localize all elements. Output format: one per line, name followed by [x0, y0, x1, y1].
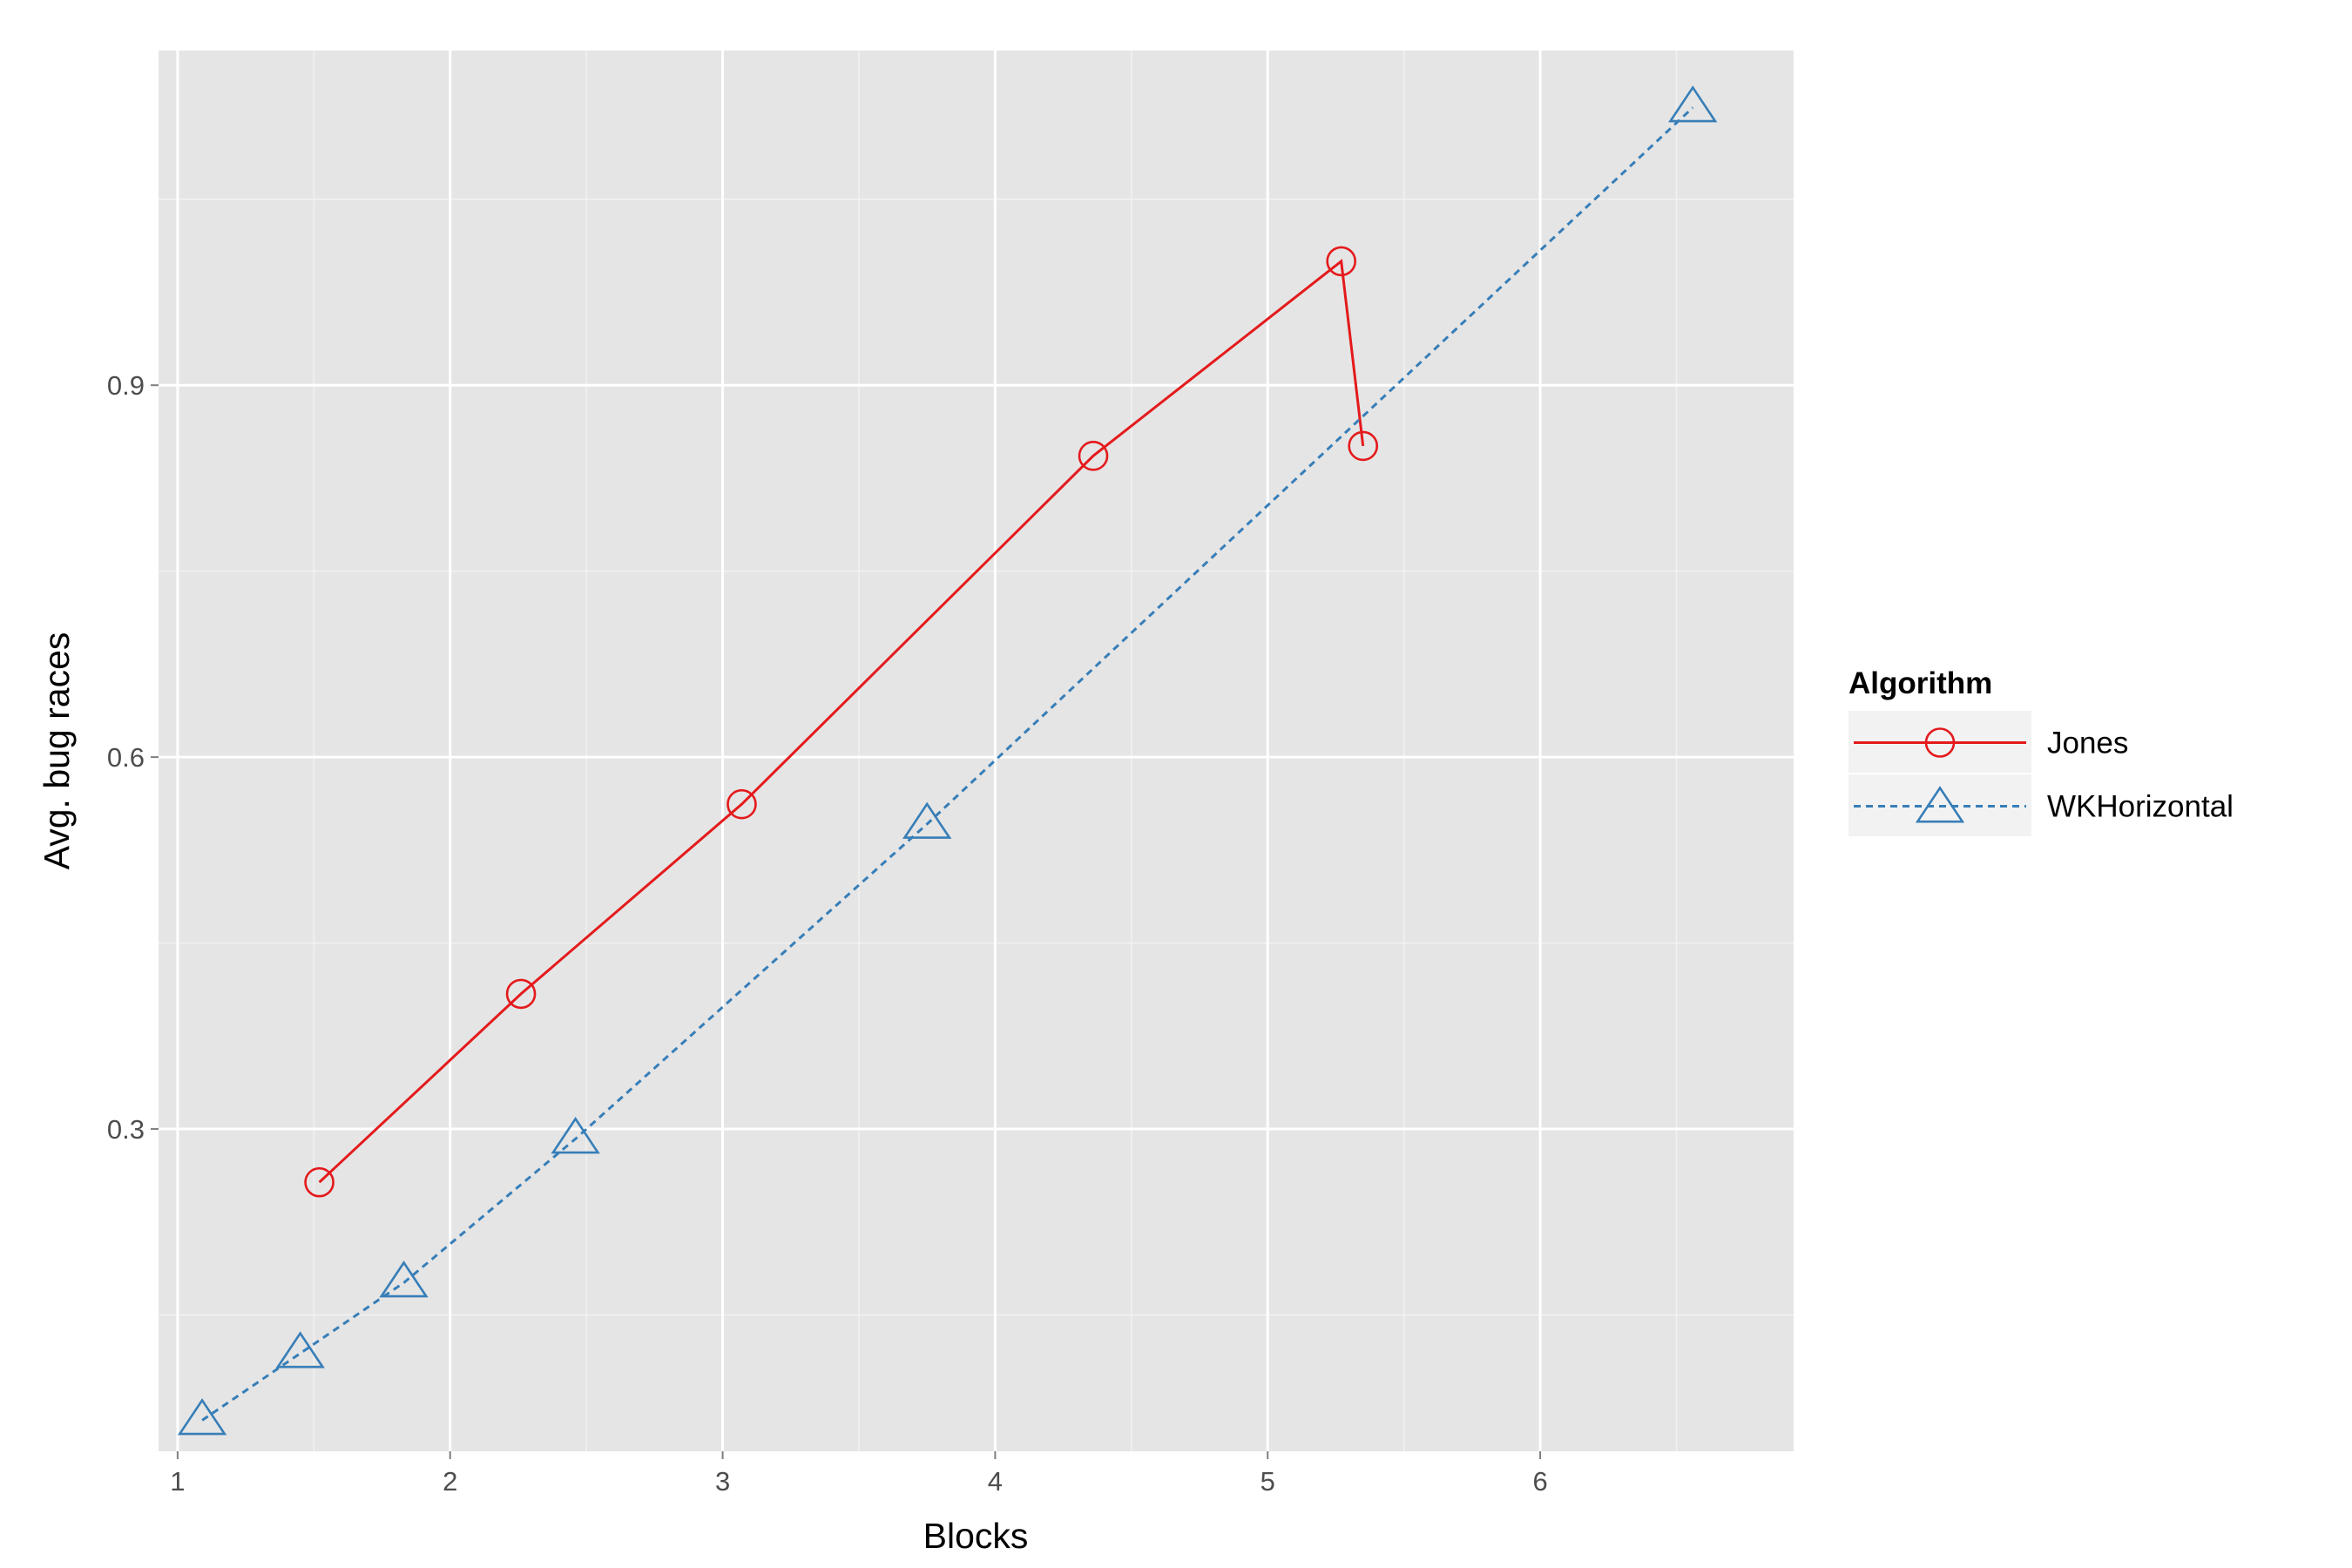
plot-panel — [159, 51, 1794, 1451]
series-line-jones — [318, 259, 1365, 1184]
y-axis-ticks: 0.3 0.6 0.9 — [107, 370, 159, 1145]
data-point-wkhorizontal — [551, 1117, 600, 1154]
y-tick-label: 0.9 — [107, 370, 145, 401]
series-line-wkhorizontal — [201, 106, 1694, 1422]
x-tick-label: 5 — [1260, 1466, 1275, 1497]
x-tick-label: 2 — [443, 1466, 457, 1497]
x-tick-label: 6 — [1532, 1466, 1547, 1497]
legend-item-wkhorizontal: WKHorizontal — [1848, 774, 2234, 836]
x-axis-ticks: 1 2 3 4 5 6 — [170, 1451, 1548, 1497]
data-point-jones — [1326, 246, 1356, 277]
legend-label: WKHorizontal — [2047, 790, 2234, 824]
y-axis-title: Avg. bug races — [37, 632, 77, 870]
x-tick-label: 3 — [715, 1466, 730, 1497]
data-point-wkhorizontal — [902, 801, 952, 839]
data-point-wkhorizontal — [379, 1260, 429, 1298]
series-jones — [304, 246, 1379, 1198]
y-tick-label: 0.6 — [107, 742, 145, 773]
data-point-jones — [727, 788, 757, 820]
data-point-wkhorizontal — [1668, 85, 1718, 123]
x-tick-label: 4 — [988, 1466, 1003, 1497]
legend-key-marker — [1924, 727, 1956, 758]
series-layer — [177, 85, 1718, 1436]
legend: Algorithm Jones WKHorizontal — [1848, 666, 2234, 836]
series-wkhorizontal — [177, 85, 1718, 1436]
grid-major — [159, 51, 1794, 1451]
data-point-jones — [1348, 430, 1379, 462]
legend-title: Algorithm — [1848, 666, 1992, 700]
x-tick-label: 1 — [170, 1466, 185, 1497]
data-point-wkhorizontal — [275, 1331, 325, 1369]
data-point-wkhorizontal — [177, 1398, 227, 1436]
data-point-jones — [1078, 441, 1109, 471]
legend-item-jones: Jones — [1848, 711, 2128, 773]
data-point-jones — [505, 978, 537, 1010]
legend-key-marker — [1915, 786, 1965, 823]
x-axis-title: Blocks — [923, 1516, 1029, 1556]
y-tick-label: 0.3 — [107, 1114, 145, 1145]
data-point-jones — [304, 1166, 335, 1198]
legend-label: Jones — [2047, 727, 2128, 760]
